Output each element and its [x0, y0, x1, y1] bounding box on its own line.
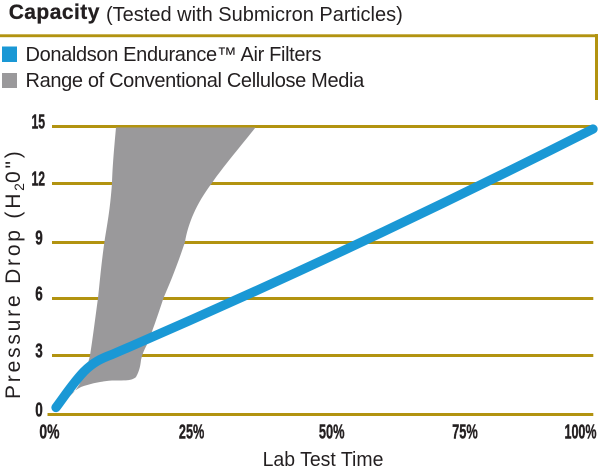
svg-text:Lab Test Time: Lab Test Time [263, 449, 384, 470]
svg-text:Capacity: Capacity [9, 1, 100, 24]
svg-text:(Tested with Submicron Particl: (Tested with Submicron Particles) [106, 4, 403, 26]
svg-text:9: 9 [35, 228, 43, 250]
svg-text:50%: 50% [319, 422, 345, 444]
svg-text:0%: 0% [39, 422, 59, 444]
svg-text:3: 3 [35, 341, 43, 363]
svg-text:12: 12 [32, 169, 46, 191]
svg-text:Pressure Drop (H20"): Pressure Drop (H20") [2, 148, 27, 399]
svg-text:25%: 25% [179, 422, 205, 444]
svg-text:Range of Conventional Cellulos: Range of Conventional Cellulose Media [26, 70, 366, 92]
svg-text:15: 15 [32, 112, 46, 134]
svg-text:100%: 100% [565, 422, 597, 444]
svg-text:Donaldson Endurance™ Air Filte: Donaldson Endurance™ Air Filters [26, 44, 322, 66]
svg-text:0: 0 [35, 400, 43, 422]
svg-text:75%: 75% [452, 422, 478, 444]
svg-text:6: 6 [35, 284, 43, 306]
